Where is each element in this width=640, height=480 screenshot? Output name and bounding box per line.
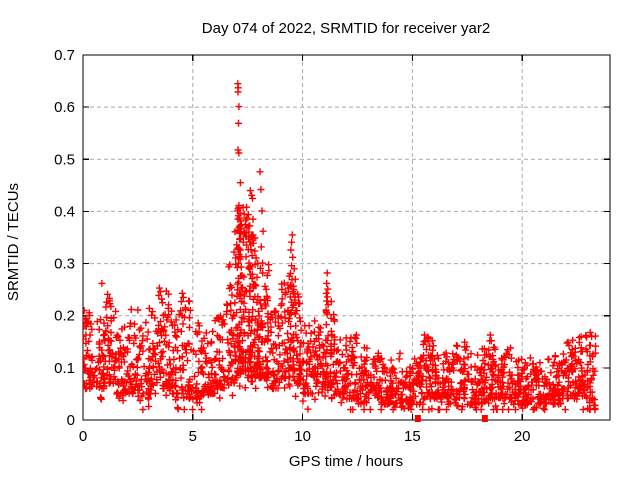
y-tick-label: 0.2 [54, 308, 75, 325]
axis-ticks [82, 54, 610, 421]
flagged-zero-points [414, 415, 488, 422]
tick-labels: 0 5 10 15 20 0 0.1 0.2 0.3 0.4 0.5 0.6 0.7 [54, 47, 530, 445]
data-points [83, 80, 600, 414]
x-tick-label: 10 [294, 428, 311, 445]
x-tick-label: 15 [404, 428, 421, 445]
plot-border [82, 54, 611, 421]
y-tick-label: 0.7 [54, 47, 75, 64]
x-tick-label: 20 [514, 428, 531, 445]
y-tick-label: 0.3 [54, 256, 75, 273]
grid-lines [83, 54, 610, 420]
y-tick-label: 0.5 [54, 151, 75, 168]
y-axis-label: SRMTID / TECUs [5, 183, 22, 301]
y-tick-label: 0 [67, 412, 75, 429]
y-tick-label: 0.6 [54, 99, 75, 116]
x-axis-label: GPS time / hours [289, 453, 403, 470]
x-tick-label: 0 [79, 428, 87, 445]
flagged-zero-point [481, 415, 488, 422]
x-tick-label: 5 [189, 428, 197, 445]
flagged-zero-point [414, 415, 421, 422]
y-tick-label: 0.1 [54, 360, 75, 377]
y-tick-label: 0.4 [54, 203, 75, 220]
chart-title: Day 074 of 2022, SRMTID for receiver yar… [202, 20, 490, 37]
